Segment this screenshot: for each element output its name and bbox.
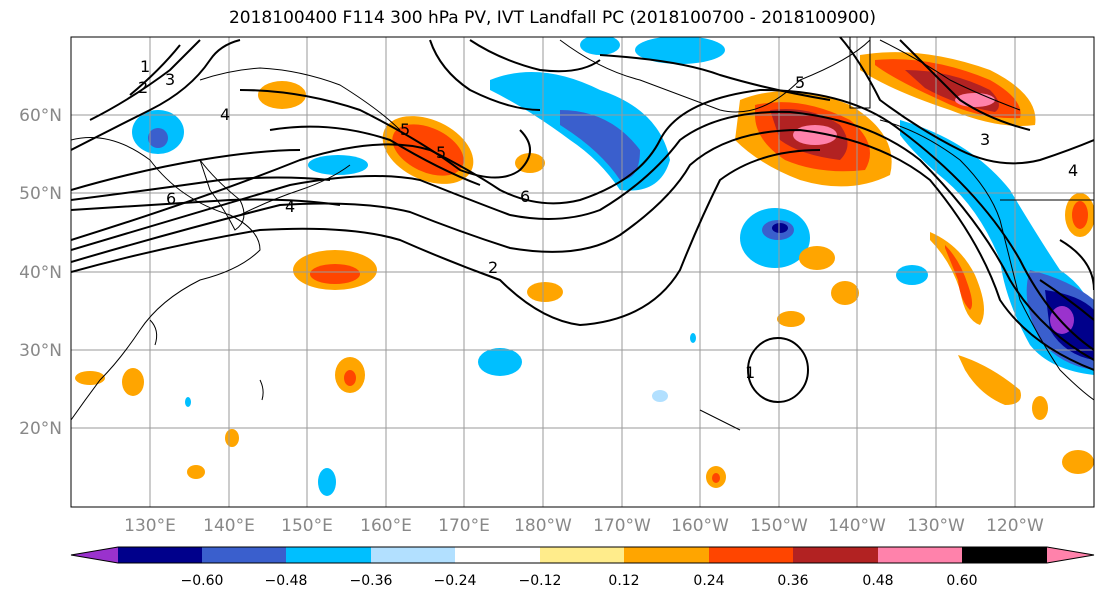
coastlines <box>71 37 1094 431</box>
contour-label: 1 <box>745 363 755 382</box>
contour-label: 4 <box>1068 161 1078 180</box>
graticule <box>71 37 1094 507</box>
colorbar-segment <box>118 547 202 563</box>
colorbar-tick-label: −0.60 <box>181 573 224 589</box>
lat-label: 20°N <box>19 419 62 439</box>
lon-label: 150°W <box>750 516 808 536</box>
colorbar-extend-low <box>71 547 118 563</box>
lon-label: 140°W <box>828 516 886 536</box>
contour-label: 3 <box>980 130 990 149</box>
colorbar-segment <box>455 547 540 563</box>
contour-label: 6 <box>520 187 530 206</box>
lon-label: 150°E <box>281 516 333 536</box>
positive-anomaly-patch <box>258 81 306 109</box>
colorbar-segment <box>540 547 624 563</box>
contour-label: 2 <box>138 78 148 97</box>
lon-label: 170°W <box>593 516 651 536</box>
contour-ring <box>747 337 809 403</box>
map-frame <box>70 36 1095 508</box>
colorbar-tick-label: 0.60 <box>946 573 977 589</box>
colorbar-segment <box>202 547 286 563</box>
colorbar-segment <box>709 547 793 563</box>
colorbar-tick-label: 0.12 <box>608 573 639 589</box>
colorbar-segment <box>962 547 1047 563</box>
colorbar-tick-label: 0.24 <box>693 573 724 589</box>
colorbar-tick-label: −0.24 <box>434 573 477 589</box>
lon-label: 160°E <box>360 516 412 536</box>
lon-label: 130°W <box>907 516 965 536</box>
contour-label: 4 <box>285 197 295 216</box>
latitude-labels: 60°N 50°N 40°N 30°N 20°N <box>19 106 62 439</box>
colorbar-segment <box>878 547 962 563</box>
pv-contours <box>71 37 1094 403</box>
negative-anomaly-patch <box>308 155 368 175</box>
colorbar-tick-label: 0.48 <box>862 573 893 589</box>
lon-label: 160°W <box>671 516 729 536</box>
colorbar-tick-label: −0.12 <box>519 573 562 589</box>
contour-label: 2 <box>488 258 498 277</box>
colorbar-extend-high <box>1047 547 1094 563</box>
lon-label: 130°E <box>124 516 176 536</box>
lat-label: 30°N <box>19 341 62 361</box>
colorbar-tick-label: 0.36 <box>777 573 808 589</box>
contour-label: 5 <box>795 73 805 92</box>
contour-label: 5 <box>436 143 446 162</box>
colorbar-ticks: −0.60 −0.48 −0.36 −0.24 −0.12 0.12 0.24 … <box>181 573 978 589</box>
colorbar: −0.60 −0.48 −0.36 −0.24 −0.12 0.12 0.24 … <box>70 546 1095 589</box>
colorbar-segment <box>286 547 371 563</box>
contour-label: 6 <box>166 189 176 208</box>
colorbar-segment <box>624 547 709 563</box>
contour-label: 1 <box>140 57 150 76</box>
colorbar-tick-label: −0.48 <box>265 573 308 589</box>
contour-labels: 1 2 3 4 6 5 4 5 6 2 5 3 4 1 <box>138 57 1078 382</box>
lat-label: 60°N <box>19 106 62 126</box>
lon-label: 180°W <box>514 516 572 536</box>
lat-label: 40°N <box>19 263 62 283</box>
contour-label: 3 <box>165 70 175 89</box>
map-title: 2018100400 F114 300 hPa PV, IVT Landfall… <box>228 8 876 28</box>
longitude-labels: 130°E 140°E 150°E 160°E 170°E 180°W 170°… <box>124 516 1044 536</box>
colorbar-outline <box>70 546 1095 564</box>
lon-label: 140°E <box>203 516 255 536</box>
contour-label: 5 <box>400 120 410 139</box>
lon-label: 170°E <box>438 516 490 536</box>
colorbar-segment <box>793 547 878 563</box>
lat-label: 50°N <box>19 184 62 204</box>
lon-label: 120°W <box>986 516 1044 536</box>
contour-label: 4 <box>220 105 230 124</box>
colorbar-segment <box>371 547 455 563</box>
colorbar-tick-label: −0.36 <box>350 573 393 589</box>
